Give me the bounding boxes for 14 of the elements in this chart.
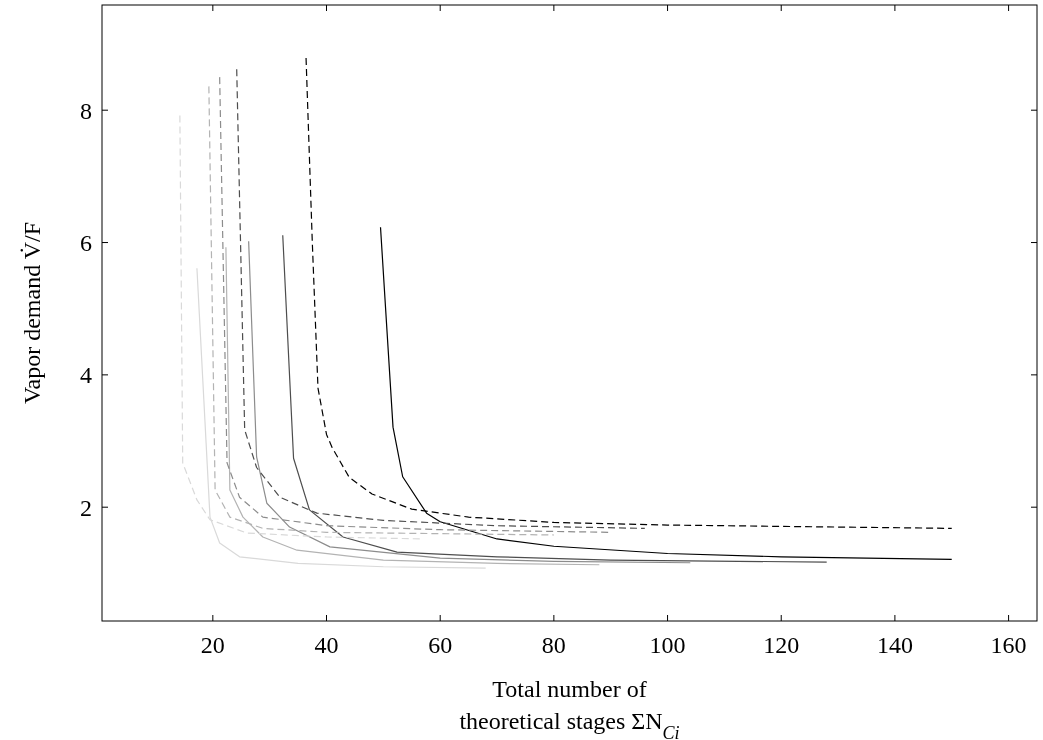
x-axis-title: Total number of theoretical stages ΣN$_{Ci}$	[459, 676, 680, 740]
x-tick-label: 140	[876, 632, 913, 658]
x-tick-label: 60	[428, 632, 453, 658]
y-tick-label: 4	[80, 362, 92, 389]
y-tick-label: 6	[80, 229, 92, 256]
y-tick-label: 2	[80, 494, 92, 521]
x-tick-label: 40	[314, 632, 339, 658]
y-tick-label: 8	[80, 97, 92, 124]
x-tick-label: 100	[649, 632, 686, 658]
y-axis-title: Vapor demand V̇/F	[19, 221, 45, 405]
x-tick-label: 20	[200, 632, 225, 658]
x-tick-label: 120	[763, 632, 800, 658]
x-tick-label: 160	[990, 632, 1027, 658]
x-tick-label: 80	[541, 632, 566, 658]
